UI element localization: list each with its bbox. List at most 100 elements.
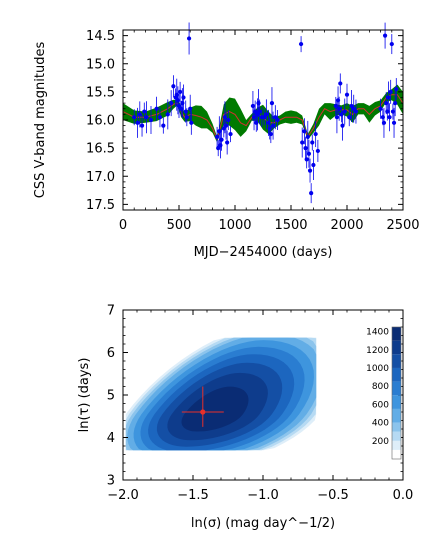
colorbar: 1400 1200 1000 800 600 400 200 <box>366 326 402 460</box>
observation-point <box>273 105 278 130</box>
observation-point <box>135 107 140 138</box>
observation-point <box>142 102 147 121</box>
y-tick-label: 16.0 <box>86 114 115 129</box>
light-curve-y-axis-title: CSS V-band magnitudes <box>33 42 48 199</box>
colorbar-tick-label: 800 <box>372 382 389 392</box>
observation-point <box>188 94 193 123</box>
y-tick-label: 6 <box>107 346 115 361</box>
model-mean-line <box>122 94 404 142</box>
colorbar-band <box>392 327 401 341</box>
colorbar-tick-label: 1200 <box>366 346 389 356</box>
x-tick-label: 2000 <box>330 218 363 233</box>
observation-point <box>386 81 391 114</box>
colorbar-band <box>392 422 401 432</box>
observation-point <box>381 107 387 138</box>
colorbar-band <box>392 381 401 396</box>
contour-level <box>181 386 249 432</box>
observation-point <box>144 101 149 134</box>
observation-point <box>262 109 267 126</box>
y-tick-label: 17.5 <box>86 198 115 213</box>
observation-point <box>313 121 318 148</box>
colorbar-band <box>392 449 401 459</box>
y-tick-label: 3 <box>107 474 115 489</box>
posterior-panel: −2.0 −1.5 −1.0 −0.5 0.0 3 4 5 6 7 ln(σ) (mag day… <box>77 304 413 532</box>
observation-point <box>334 101 340 134</box>
posterior-x-ticks: −2.0 −1.5 −1.0 −0.5 0.0 <box>107 310 413 503</box>
observation-point <box>184 108 189 127</box>
colorbar-tick-label: 400 <box>372 419 389 429</box>
observation-point <box>342 98 347 125</box>
observation-point <box>169 90 174 117</box>
observation-point <box>178 81 183 102</box>
light-curve-x-ticks: 0 500 1000 1500 2000 2500 <box>119 30 420 233</box>
observation-point <box>338 73 343 94</box>
observation-point <box>219 128 224 151</box>
x-tick-label: 0.0 <box>393 488 414 503</box>
observation-point <box>302 118 307 145</box>
observation-point <box>253 100 258 123</box>
observation-point <box>311 150 316 180</box>
observation-point <box>268 125 273 144</box>
observation-point <box>228 126 233 143</box>
observation-point <box>217 116 222 147</box>
observation-point <box>306 139 312 168</box>
peak-point <box>200 409 206 415</box>
contour-fills <box>125 337 317 451</box>
observation-point <box>165 99 170 130</box>
observation-point <box>226 110 231 130</box>
light-curve-y-ticks: 14.5 15.0 15.5 16.0 16.5 17.0 17.5 <box>86 29 403 213</box>
x-tick-label: −0.5 <box>317 488 349 503</box>
posterior-x-axis-title: ln(σ) (mag day^−1/2) <box>191 516 335 531</box>
peak-marker <box>181 386 224 427</box>
colorbar-tick-label: 200 <box>372 437 389 447</box>
observation-point <box>307 158 313 183</box>
observation-point <box>310 134 315 151</box>
observation-point <box>171 75 176 98</box>
light-curve-panel: 0 500 1000 1500 2000 2500 14.5 15.0 15.5 16.0 16.… <box>33 22 420 260</box>
x-tick-label: 1000 <box>218 218 251 233</box>
observation-point <box>225 130 230 155</box>
y-tick-label: 14.5 <box>86 29 115 44</box>
colorbar-band <box>392 408 401 423</box>
model-band-shape <box>123 84 403 143</box>
observation-point <box>189 110 194 135</box>
observation-point <box>337 96 342 121</box>
observation-point <box>382 22 388 49</box>
observation-point <box>186 22 192 55</box>
x-tick-label: −1.5 <box>177 488 209 503</box>
model-band <box>123 84 403 143</box>
observation-point <box>137 101 142 128</box>
observation-point <box>181 84 186 111</box>
observation-point <box>387 103 392 132</box>
observation-point <box>157 107 163 128</box>
observation-point <box>223 111 229 140</box>
posterior-y-ticks: 3 4 5 6 7 <box>107 304 403 489</box>
y-tick-label: 15.5 <box>86 85 115 100</box>
x-tick-label: 2500 <box>386 218 419 233</box>
x-tick-label: −2.0 <box>107 488 139 503</box>
observation-point <box>388 79 393 104</box>
y-tick-label: 7 <box>107 304 115 319</box>
observation-point <box>176 93 182 118</box>
y-tick-label: 5 <box>107 389 115 404</box>
observation-point <box>300 127 305 158</box>
colorbar-gradient <box>392 327 401 459</box>
observation-point <box>353 99 359 124</box>
x-tick-label: 500 <box>167 218 192 233</box>
observation-point <box>257 99 262 124</box>
observation-point <box>270 111 276 140</box>
observation-point <box>139 114 145 137</box>
colorbar-band <box>392 395 401 409</box>
colorbar-band <box>392 431 401 441</box>
observation-point <box>148 106 154 134</box>
observation-point <box>394 78 399 101</box>
observation-point <box>298 36 304 53</box>
colorbar-band <box>392 440 401 450</box>
colorbar-band <box>392 367 401 382</box>
colorbar-tick-label: 1400 <box>366 328 389 338</box>
observation-point <box>305 120 310 153</box>
observation-point <box>393 90 398 117</box>
colorbar-band <box>392 354 401 368</box>
observation-point <box>309 183 314 204</box>
observation-point <box>349 89 354 122</box>
